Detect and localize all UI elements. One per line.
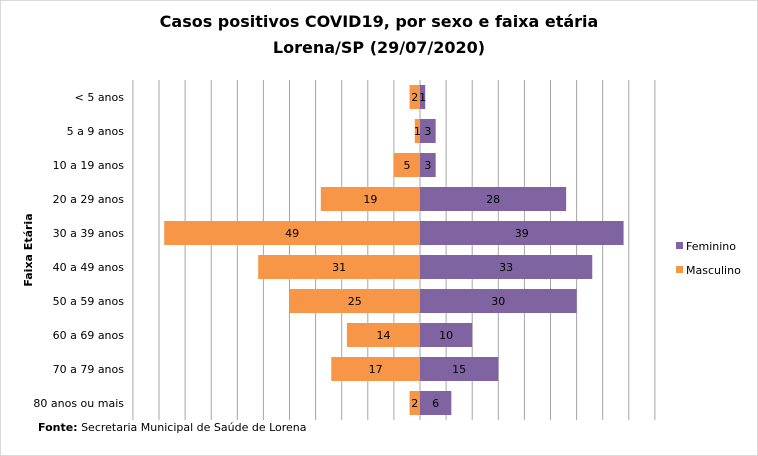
category-label: 80 anos ou mais <box>33 397 124 410</box>
data-label-masculino: 17 <box>369 363 383 376</box>
bar-masculino <box>409 85 420 109</box>
bar-masculino <box>289 289 420 313</box>
bar-feminino <box>420 391 452 415</box>
bar-feminino <box>420 255 593 279</box>
bar-feminino <box>420 119 436 143</box>
bar-feminino <box>420 289 577 313</box>
category-label: 60 a 69 anos <box>53 329 125 342</box>
legend: Feminino Masculino <box>676 240 741 277</box>
bars <box>164 85 624 415</box>
chart-subtitle: Lorena/SP (29/07/2020) <box>272 38 486 57</box>
data-label-feminino: 28 <box>486 193 500 206</box>
bar-masculino <box>331 357 420 381</box>
category-label: 30 a 39 anos <box>53 227 125 240</box>
category-label: 40 a 49 anos <box>53 261 125 274</box>
category-label: 5 a 9 anos <box>67 125 125 138</box>
chart-title: Casos positivos COVID19, por sexo e faix… <box>159 12 599 31</box>
bar-masculino <box>393 153 420 177</box>
bar-masculino <box>414 119 420 143</box>
data-label-feminino: 39 <box>515 227 529 240</box>
bar-masculino <box>320 187 420 211</box>
category-label: 50 a 59 anos <box>53 295 125 308</box>
data-label-masculino: 14 <box>376 329 390 342</box>
data-label-feminino: 15 <box>452 363 466 376</box>
category-label: 10 a 19 anos <box>53 159 125 172</box>
data-label-feminino: 33 <box>499 261 513 274</box>
data-label-masculino: 25 <box>348 295 362 308</box>
category-label: < 5 anos <box>75 91 125 104</box>
bar-masculino <box>346 323 420 347</box>
bar-masculino <box>164 221 420 245</box>
data-label-masculino: 2 <box>411 397 418 410</box>
bar-masculino <box>409 391 420 415</box>
data-label-feminino: 3 <box>424 125 431 138</box>
data-label-feminino: 6 <box>432 397 439 410</box>
data-label-feminino: 3 <box>424 159 431 172</box>
data-label-masculino: 19 <box>363 193 377 206</box>
data-label-feminino: 30 <box>491 295 505 308</box>
data-label-masculino: 31 <box>332 261 346 274</box>
bar-feminino <box>420 85 426 109</box>
data-label-feminino: 1 <box>419 91 426 104</box>
category-label: 70 a 79 anos <box>53 363 125 376</box>
legend-swatch-masculino <box>676 266 683 273</box>
data-label-masculino: 1 <box>414 125 421 138</box>
source-note: Fonte: Secretaria Municipal de Saúde de … <box>38 421 307 434</box>
legend-label-masculino: Masculino <box>686 264 741 277</box>
source-label: Fonte: <box>38 421 78 434</box>
bar-feminino <box>420 357 499 381</box>
data-label-masculino: 2 <box>411 91 418 104</box>
data-label-feminino: 10 <box>439 329 453 342</box>
legend-swatch-feminino <box>676 242 683 249</box>
bar-feminino <box>420 221 624 245</box>
bar-feminino <box>420 323 473 347</box>
category-label: 20 a 29 anos <box>53 193 125 206</box>
y-axis-label: Faixa Etária <box>22 213 35 286</box>
bar-feminino <box>420 153 436 177</box>
bar-feminino <box>420 187 567 211</box>
bar-masculino <box>258 255 420 279</box>
source-text: Secretaria Municipal de Saúde de Lorena <box>77 421 307 434</box>
category-tick-labels: < 5 anos 5 a 9 anos 10 a 19 anos 20 a 29 an… <box>33 91 124 410</box>
data-label-masculino: 5 <box>403 159 410 172</box>
data-label-masculino: 49 <box>285 227 299 240</box>
legend-label-feminino: Feminino <box>686 240 736 253</box>
